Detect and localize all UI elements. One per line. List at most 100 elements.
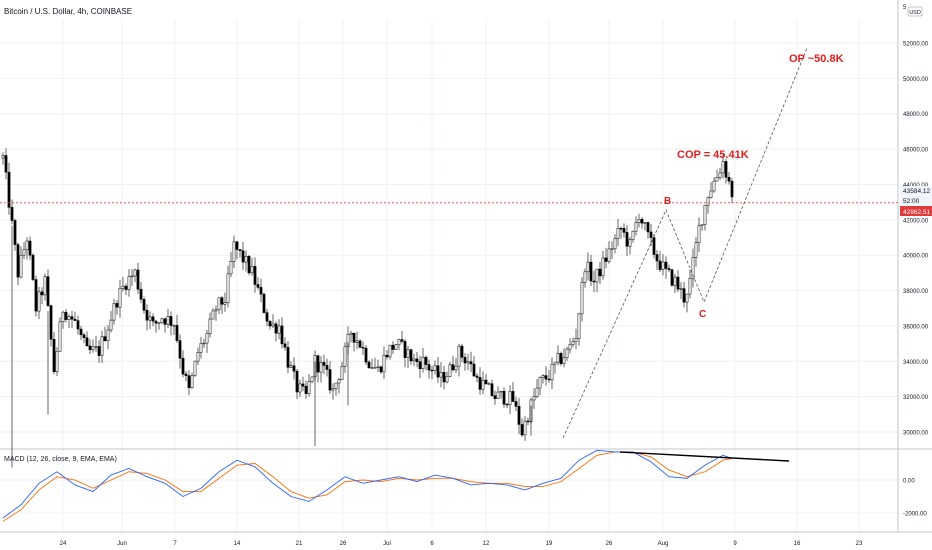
price-axis[interactable]: 30000.00 32000.00 34000.00 36000.00 38000.00…	[903, 5, 929, 518]
candle-body	[541, 375, 545, 378]
candle-body	[703, 204, 707, 225]
candle-body	[385, 354, 389, 358]
candle-body	[214, 309, 218, 312]
candle-body	[538, 377, 542, 389]
candle-body	[424, 356, 428, 365]
candle-body	[199, 343, 203, 353]
candle-body	[151, 316, 155, 322]
candle-body	[724, 161, 728, 178]
cop-label: COP = 45.41K	[677, 149, 749, 161]
candle-body	[328, 369, 332, 391]
time-tick-label: 23	[856, 541, 863, 547]
candle-body	[259, 287, 263, 295]
currency-badge[interactable]: USD	[907, 6, 923, 17]
time-tick-label: 26	[340, 541, 347, 547]
candle-body	[679, 288, 683, 290]
time-tick-label: 12	[483, 541, 490, 547]
candle-body	[496, 391, 500, 399]
candle-body	[61, 311, 65, 323]
candle-body	[601, 257, 605, 277]
candle-body	[358, 340, 362, 348]
candle-body	[628, 239, 632, 247]
price-tick-label: 32000.00	[903, 395, 929, 401]
candle-body	[277, 325, 281, 334]
candle-body	[568, 344, 572, 350]
candle-body	[436, 365, 440, 378]
candle-body	[274, 323, 278, 334]
candle-body	[415, 358, 419, 362]
candle-body	[379, 366, 383, 373]
candle-body	[388, 344, 392, 358]
candle-body	[301, 383, 305, 387]
candle-body	[1, 155, 5, 159]
candle-body	[187, 375, 191, 388]
candle-body	[718, 172, 722, 178]
currency-badge-text: USD	[909, 10, 921, 16]
projection-path[interactable]	[562, 47, 808, 439]
candle-body	[205, 333, 209, 344]
price-tick-label: 44000.00	[903, 183, 929, 189]
price-tick-label: 34000.00	[903, 360, 929, 366]
candle-body	[160, 318, 164, 323]
candle-body	[172, 325, 176, 327]
candle-body	[685, 293, 689, 303]
candle-body	[7, 171, 11, 208]
candle-body	[292, 365, 296, 372]
divergence-trendline[interactable]	[619, 451, 790, 462]
candle-body	[373, 367, 377, 369]
candle-body	[37, 291, 41, 312]
candle-body	[10, 207, 14, 221]
candle-body	[85, 337, 89, 347]
candle-body	[304, 385, 308, 394]
candle-body	[481, 379, 485, 390]
candle-body	[610, 248, 614, 250]
candle-body	[571, 341, 575, 345]
candle-body	[223, 302, 227, 305]
candle-body	[343, 346, 347, 367]
candle-body	[694, 242, 698, 258]
candle-body	[586, 261, 590, 273]
macd-title[interactable]: MACD (12, 26, close, 9, EMA, EMA)	[4, 456, 117, 463]
price-tick-label: 52000.00	[903, 42, 929, 48]
candle-body	[157, 322, 161, 324]
candle-body	[592, 280, 596, 283]
candle-body	[376, 366, 380, 368]
candle-body	[355, 340, 359, 343]
candle-body	[553, 361, 557, 365]
candle-body	[469, 361, 473, 365]
candle-body	[439, 372, 443, 378]
candle-body	[715, 176, 719, 182]
candle-body	[619, 228, 623, 230]
candle-body	[181, 357, 185, 375]
time-tick-label: 14	[234, 541, 241, 547]
time-axis[interactable]: 24 Jun 7 14 21 26 Jul 6 12 19 26 Aug 9 16 23	[60, 541, 863, 547]
candle-body	[79, 328, 83, 336]
projection-drawings[interactable]	[562, 47, 808, 439]
symbol-title[interactable]: Bitcoin / U.S. Dollar, 4h, COINBASE	[4, 7, 132, 16]
c-label: C	[699, 309, 706, 320]
candle-body	[634, 222, 638, 232]
candle-body	[490, 383, 494, 396]
candle-body	[574, 338, 578, 342]
candle-body	[721, 161, 725, 174]
candle-body	[637, 219, 641, 223]
candle-body	[520, 424, 524, 436]
candlestick-series	[1, 148, 734, 468]
last-price-text: 43584.12	[903, 188, 930, 195]
candle-body	[691, 257, 695, 279]
candle-body	[709, 190, 713, 198]
candle-body	[697, 225, 701, 243]
candle-body	[409, 349, 413, 362]
candle-body	[442, 372, 446, 383]
candle-body	[193, 360, 197, 376]
candle-body	[130, 275, 134, 278]
candle-body	[16, 244, 20, 278]
candle-body	[34, 279, 38, 312]
candle-body	[418, 361, 422, 369]
candle-body	[367, 361, 371, 369]
time-tick-label: 26	[606, 541, 613, 547]
time-tick-label: 6	[430, 541, 434, 547]
price-tick-label: 46000.00	[903, 148, 929, 154]
pane-separator	[0, 0, 932, 533]
